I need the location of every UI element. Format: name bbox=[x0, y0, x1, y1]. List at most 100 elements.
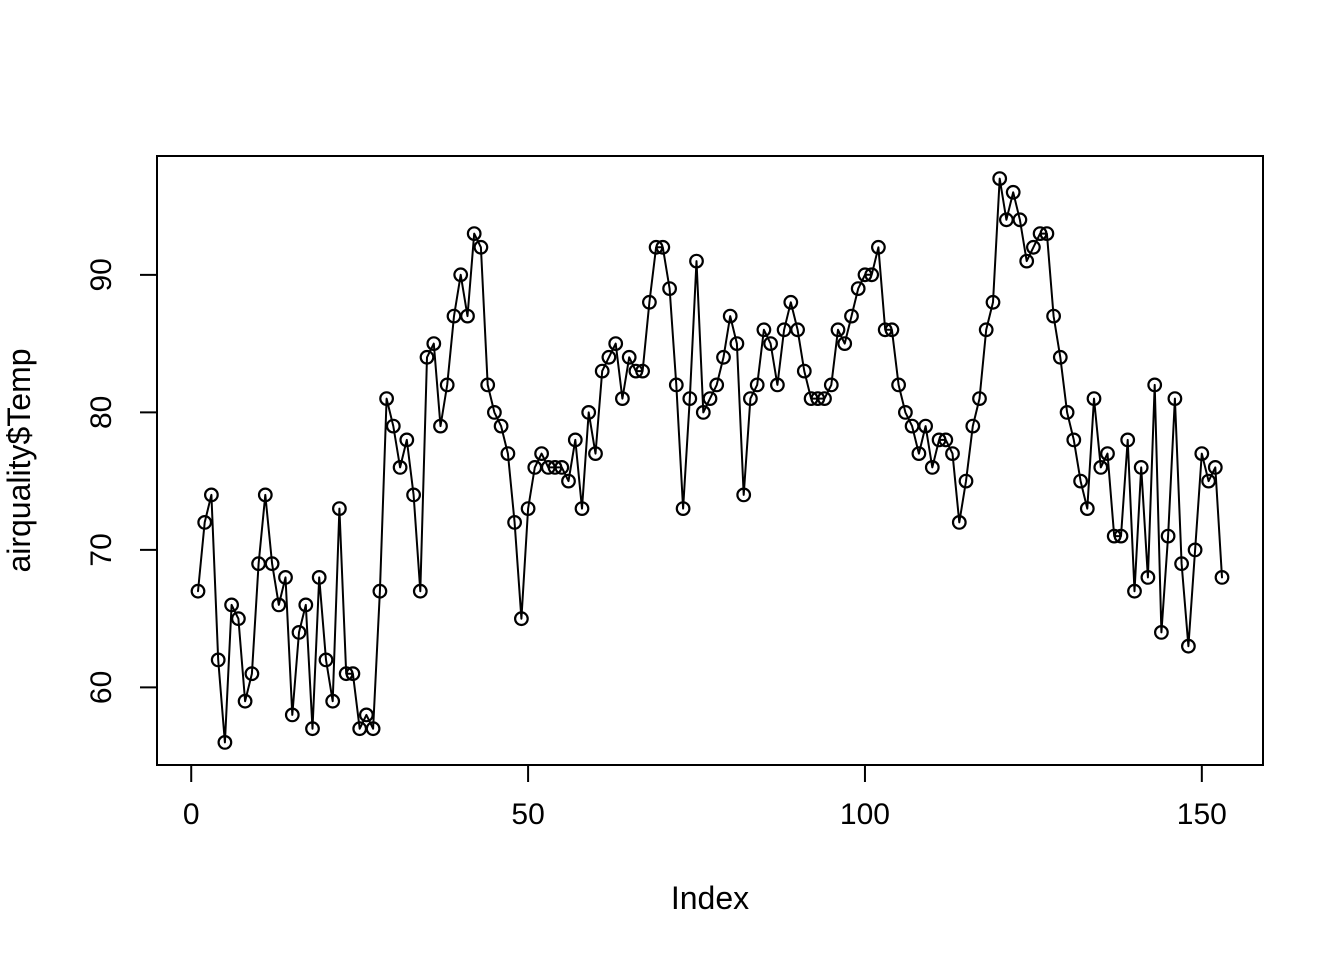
data-point bbox=[1106, 528, 1122, 544]
data-point bbox=[1207, 460, 1223, 475]
data-point bbox=[884, 322, 900, 338]
data-point bbox=[668, 377, 684, 393]
data-point bbox=[365, 721, 381, 737]
data-point bbox=[311, 570, 327, 585]
data-point bbox=[1214, 570, 1230, 585]
data-point bbox=[911, 446, 927, 462]
data-point bbox=[1174, 556, 1189, 572]
data-point bbox=[938, 432, 954, 448]
data-point bbox=[507, 515, 522, 530]
data-point bbox=[567, 432, 583, 448]
data-point bbox=[749, 377, 765, 393]
data-point bbox=[1187, 542, 1203, 558]
data-point bbox=[621, 349, 637, 365]
data-point bbox=[1012, 212, 1028, 228]
plot-border bbox=[156, 155, 1264, 766]
data-point bbox=[675, 501, 691, 517]
data-point bbox=[1039, 226, 1055, 242]
data-point bbox=[1032, 226, 1048, 242]
data-point bbox=[1127, 583, 1142, 599]
data-point bbox=[1113, 528, 1129, 544]
data-point bbox=[460, 308, 475, 324]
y-axis-ticks: 60 70 80 90 bbox=[85, 258, 157, 704]
data-point bbox=[473, 239, 489, 255]
data-point bbox=[695, 405, 711, 420]
data-point bbox=[642, 294, 657, 310]
data-point bbox=[284, 707, 300, 723]
data-point bbox=[1133, 460, 1149, 475]
data-point bbox=[844, 308, 859, 324]
data-point bbox=[1005, 184, 1021, 200]
data-point bbox=[271, 597, 287, 613]
data-point bbox=[965, 418, 981, 434]
data-point bbox=[635, 363, 650, 379]
data-point bbox=[190, 583, 206, 599]
data-point bbox=[924, 460, 940, 475]
data-point bbox=[372, 583, 388, 599]
data-point bbox=[433, 418, 448, 434]
x-tick-label: 150 bbox=[1177, 798, 1227, 831]
x-axis-title: Index bbox=[671, 880, 749, 916]
data-point bbox=[487, 405, 502, 420]
data-point bbox=[615, 391, 630, 407]
data-point bbox=[264, 556, 280, 572]
data-point bbox=[480, 377, 496, 393]
data-point bbox=[392, 460, 408, 475]
data-point bbox=[1201, 473, 1216, 489]
data-point bbox=[500, 446, 516, 462]
data-point bbox=[1140, 570, 1156, 585]
data-point bbox=[520, 501, 536, 517]
data-point bbox=[608, 336, 624, 352]
data-point bbox=[823, 377, 839, 393]
data-point bbox=[305, 721, 320, 737]
data-point bbox=[682, 391, 698, 407]
data-point bbox=[655, 239, 671, 255]
data-point bbox=[891, 377, 906, 393]
data-point bbox=[1100, 446, 1115, 462]
data-point bbox=[1180, 638, 1196, 654]
data-point bbox=[1120, 432, 1136, 448]
data-point bbox=[1019, 253, 1035, 269]
data-point bbox=[278, 570, 293, 585]
data-point bbox=[453, 267, 469, 283]
data-point bbox=[810, 391, 826, 407]
data-point bbox=[594, 363, 610, 379]
data-point bbox=[493, 418, 509, 434]
data-point bbox=[830, 322, 846, 338]
data-point bbox=[588, 446, 603, 462]
data-point bbox=[359, 707, 374, 723]
data-point bbox=[257, 487, 273, 503]
data-point bbox=[412, 583, 428, 599]
data-point bbox=[628, 363, 644, 379]
data-point bbox=[561, 473, 576, 489]
x-tick-label: 100 bbox=[840, 798, 890, 831]
data-point bbox=[230, 611, 246, 627]
data-point bbox=[197, 515, 213, 530]
data-point bbox=[1147, 377, 1163, 393]
data-point bbox=[898, 405, 913, 420]
data-point bbox=[210, 652, 226, 668]
data-point bbox=[338, 666, 354, 682]
data-point bbox=[918, 418, 933, 434]
x-axis-ticks: 0 50 100 150 bbox=[183, 765, 1227, 831]
data-point bbox=[729, 336, 745, 352]
data-point bbox=[689, 253, 704, 269]
data-point bbox=[244, 666, 260, 682]
data-point bbox=[709, 377, 725, 393]
data-point bbox=[817, 391, 832, 407]
data-point bbox=[716, 349, 731, 365]
data-point bbox=[1086, 391, 1102, 407]
x-tick-label: 50 bbox=[511, 798, 544, 831]
y-tick-label: 90 bbox=[85, 258, 118, 291]
data-point bbox=[426, 336, 442, 352]
data-point bbox=[1160, 528, 1176, 544]
data-point bbox=[547, 460, 563, 475]
data-point bbox=[743, 391, 758, 407]
data-point bbox=[992, 171, 1008, 187]
data-point-markers bbox=[190, 171, 1230, 750]
data-point bbox=[345, 666, 361, 682]
data-point bbox=[864, 267, 880, 283]
data-point bbox=[574, 501, 590, 517]
data-point bbox=[783, 294, 799, 310]
data-point bbox=[850, 281, 866, 297]
